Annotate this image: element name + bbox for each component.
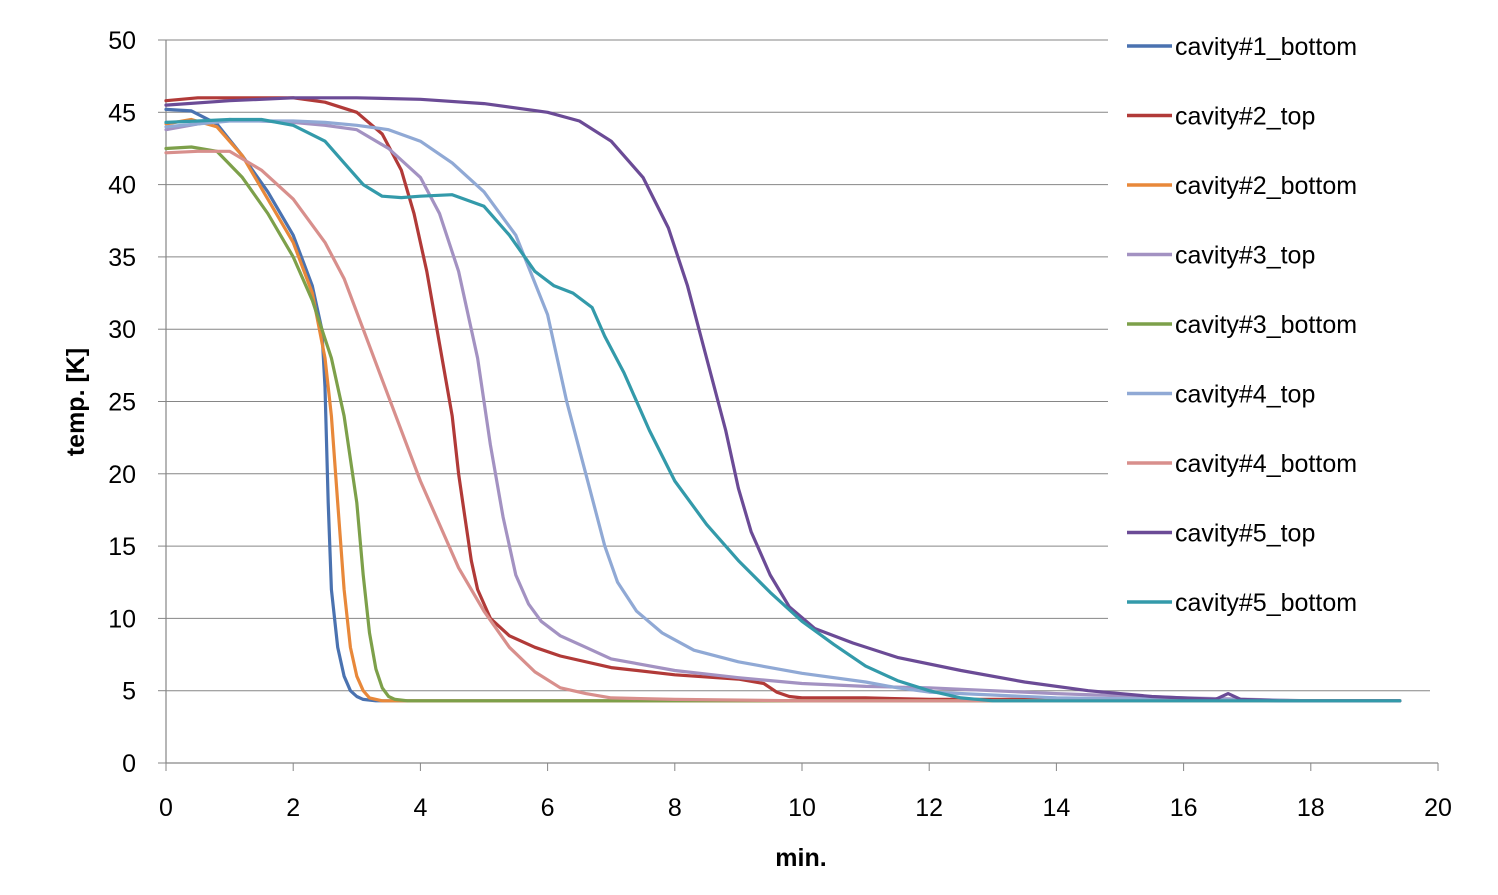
series-line-cavity#4_bottom bbox=[164, 149, 1402, 703]
legend-entry-label: cavity#2_bottom bbox=[1175, 172, 1357, 200]
x-axis-title: min. bbox=[775, 844, 826, 872]
series-line-cavity#2_top bbox=[164, 96, 1402, 703]
x-tick-label: 12 bbox=[915, 794, 943, 822]
legend-background bbox=[1108, 14, 1498, 650]
y-tick-label: 10 bbox=[108, 605, 136, 633]
legend-entry-label: cavity#1_bottom bbox=[1175, 33, 1357, 61]
series-lines bbox=[164, 96, 1402, 703]
y-tick-label: 40 bbox=[108, 172, 136, 200]
legend-entry-label: cavity#2_top bbox=[1175, 103, 1315, 131]
x-tick-label: 10 bbox=[788, 794, 816, 822]
legend-entry-label: cavity#4_top bbox=[1175, 381, 1315, 409]
x-tick-label: 6 bbox=[541, 794, 555, 822]
legend-entry-label: cavity#4_bottom bbox=[1175, 450, 1357, 478]
x-tick-label: 0 bbox=[159, 794, 173, 822]
series-line-cavity#4_top bbox=[164, 119, 1402, 703]
x-tick-label: 14 bbox=[1042, 794, 1070, 822]
legend-entry-label: cavity#5_top bbox=[1175, 520, 1315, 548]
x-tick-label: 18 bbox=[1297, 794, 1325, 822]
x-tick-label: 16 bbox=[1170, 794, 1198, 822]
x-tick-label: 4 bbox=[413, 794, 427, 822]
legend-entry-label: cavity#3_top bbox=[1175, 242, 1315, 270]
y-tick-label: 50 bbox=[108, 27, 136, 55]
y-tick-label: 35 bbox=[108, 244, 136, 272]
legend-entry-label: cavity#5_bottom bbox=[1175, 589, 1357, 617]
x-tick-label: 2 bbox=[286, 794, 300, 822]
y-tick-label: 15 bbox=[108, 533, 136, 561]
y-tick-label: 45 bbox=[108, 99, 136, 127]
y-tick-label: 5 bbox=[122, 678, 136, 706]
y-tick-label: 0 bbox=[122, 750, 136, 778]
legend: cavity#1_bottom cavity#2_top cavity#2_bott… bbox=[1108, 14, 1498, 650]
series-line-cavity#5_bottom bbox=[164, 117, 1402, 703]
x-tick-label: 8 bbox=[668, 794, 682, 822]
x-tick-label: 20 bbox=[1424, 794, 1452, 822]
y-axis-title: temp. [K] bbox=[62, 348, 90, 456]
y-tick-label: 30 bbox=[108, 316, 136, 344]
legend-entry-label: cavity#3_bottom bbox=[1175, 311, 1357, 339]
y-tick-label: 20 bbox=[108, 461, 136, 489]
axes: 0 5 10 15 20 25 30 35 40 45 50 0 2 4 6 8 10 12 14 16 18 20 bbox=[108, 27, 1452, 822]
y-tick-label: 25 bbox=[108, 389, 136, 417]
